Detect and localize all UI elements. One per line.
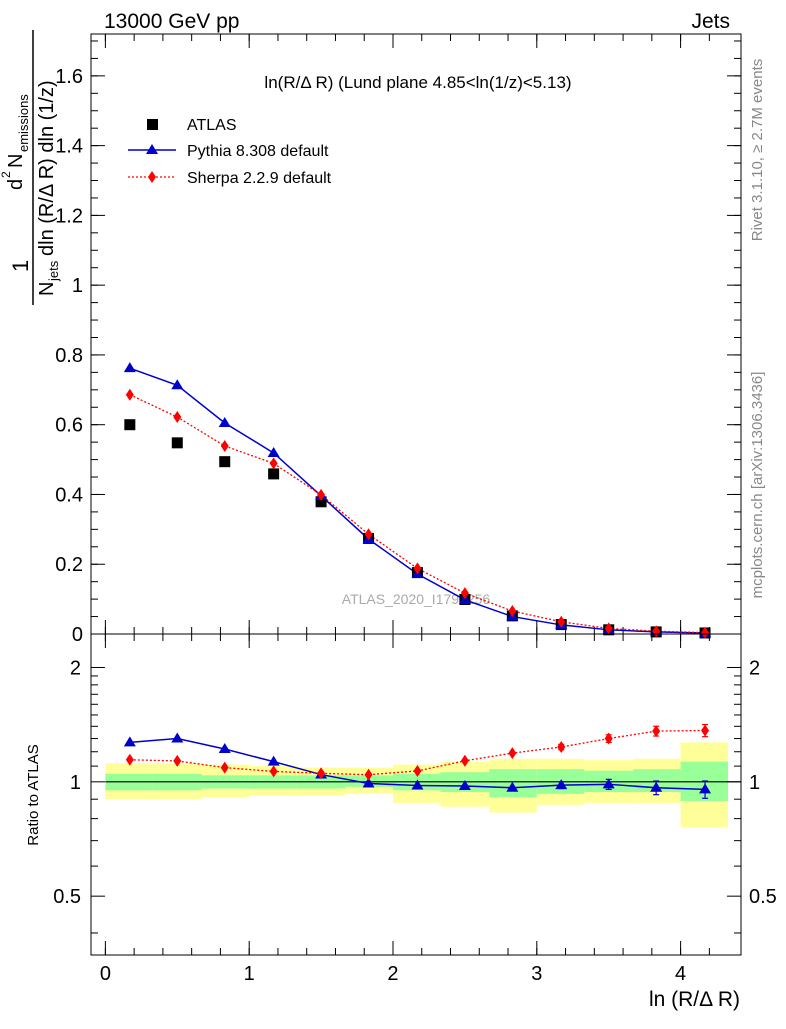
ylabel-d: d xyxy=(5,179,27,190)
ratio-y-tick-label: 2 xyxy=(70,657,81,679)
main-y-tick-label: 1 xyxy=(72,275,83,297)
ylabel-njets: N xyxy=(36,282,58,296)
data-point-atlas xyxy=(268,468,280,480)
data-point-pythia xyxy=(123,362,136,373)
data-point-sherpa xyxy=(364,528,373,541)
ratio-point-sherpa xyxy=(220,761,229,774)
ratio-point-sherpa xyxy=(173,754,182,767)
ratio-point-pythia xyxy=(218,743,231,754)
ylabel-two: 2 xyxy=(0,171,13,178)
ratio-point-sherpa xyxy=(125,753,134,766)
ylabel-n: N xyxy=(5,154,27,168)
data-point-sherpa xyxy=(125,388,134,401)
watermark: ATLAS_2020_I1790256 xyxy=(342,591,491,607)
legend-item-pythia: Pythia 8.308 default xyxy=(128,143,329,160)
ylabel-one: 1 xyxy=(8,260,33,272)
data-point-atlas xyxy=(315,496,327,508)
ratio-point-sherpa xyxy=(701,724,710,737)
ratio-point-pythia xyxy=(458,779,471,790)
data-point-pythia xyxy=(267,446,280,457)
ratio-point-sherpa xyxy=(460,754,469,767)
legend-marker-sherpa xyxy=(148,171,156,183)
data-point-sherpa xyxy=(269,457,278,470)
data-point-sherpa xyxy=(413,562,422,575)
legend-item-sherpa: Sherpa 2.2.9 default xyxy=(128,170,332,187)
ratio-point-sherpa xyxy=(508,747,517,760)
data-point-sherpa xyxy=(220,439,229,452)
ratio-point-sherpa xyxy=(413,764,422,777)
data-point-sherpa xyxy=(173,411,182,424)
ratio-y-tick-label-right: 2 xyxy=(749,657,760,679)
ratio-point-pythia xyxy=(699,783,712,794)
ratio-point-sherpa xyxy=(604,732,613,745)
ylabel-jets: jets xyxy=(46,260,61,282)
x-axis-label: ln (R/Δ R) xyxy=(649,988,740,1011)
main-y-tick-label: 1.6 xyxy=(55,66,83,88)
ratio-point-pythia xyxy=(171,732,184,743)
legend-item-atlas: ATLAS xyxy=(147,117,237,134)
x-tick-label: 3 xyxy=(531,963,542,985)
rivet-label: Rivet 3.1.10, ≥ 2.7M events xyxy=(749,59,766,242)
ratio-y-axis-label: Ratio to ATLAS xyxy=(25,744,42,845)
data-point-pythia xyxy=(171,379,184,390)
legend: ATLAS Pythia 8.308 default Sherpa 2.2.9 … xyxy=(128,117,332,187)
ratio-frame xyxy=(90,633,742,956)
ratio-y-tick-label: 1 xyxy=(70,772,81,794)
ratio-point-sherpa xyxy=(364,768,373,781)
ratio-point-pythia xyxy=(602,778,615,789)
ratio-point-pythia xyxy=(267,755,280,766)
data-point-atlas xyxy=(171,437,183,449)
ratio-point-pythia xyxy=(555,779,568,790)
data-point-sherpa xyxy=(460,587,469,600)
data-point-atlas xyxy=(124,419,136,431)
x-tick-label: 0 xyxy=(100,963,111,985)
main-y-tick-label: 1.2 xyxy=(55,205,83,227)
data-point-atlas xyxy=(219,456,231,468)
ratio-point-pythia xyxy=(123,736,136,747)
main-y-axis-label: 1 d 2 N emissions N jets dln (R/Δ R) dln… xyxy=(0,30,61,305)
ratio-point-sherpa xyxy=(269,765,278,778)
ratio-point-pythia xyxy=(506,781,519,792)
data-point-pythia xyxy=(218,416,231,427)
mcplots-label: mcplots.cern.ch [arXiv:1306.3436] xyxy=(749,372,766,599)
legend-marker-pythia xyxy=(146,144,158,154)
main-plot: 0 0.2 0.4 0.6 0.8 1 1.2 1.4 1.6 xyxy=(55,33,742,646)
x-tick-label: 4 xyxy=(675,963,686,985)
data-point-sherpa xyxy=(508,604,517,617)
main-y-tick-label: 0.2 xyxy=(55,554,83,576)
main-y-tick-label: 0.4 xyxy=(55,484,83,506)
data-point-sherpa xyxy=(557,615,566,628)
x-tick-label: 2 xyxy=(387,963,398,985)
ratio-y-tick-label: 0.5 xyxy=(53,886,81,908)
data-point-sherpa xyxy=(604,622,613,635)
ylabel-dln: dln (R/Δ R) dln (1/z) xyxy=(36,80,58,256)
ratio-y-tick-label-right: 1 xyxy=(749,772,760,794)
ratio-point-sherpa xyxy=(557,741,566,754)
ratio-plot: 0.5 0.5 1 1 2 2 0 1 2 3 4 xyxy=(53,633,777,985)
main-y-tick-label: 0 xyxy=(72,624,83,646)
legend-label-atlas: ATLAS xyxy=(187,117,237,134)
legend-label-sherpa: Sherpa 2.2.9 default xyxy=(187,170,332,187)
x-tick-label: 1 xyxy=(244,963,255,985)
data-point-sherpa xyxy=(317,488,326,501)
legend-marker-atlas xyxy=(147,119,158,130)
main-y-tick-label: 0.6 xyxy=(55,415,83,437)
ratio-point-sherpa xyxy=(317,767,326,780)
header-right: Jets xyxy=(691,10,730,33)
ratio-point-pythia xyxy=(362,777,375,788)
main-y-tick-label: 1.4 xyxy=(55,136,83,158)
header-left: 13000 GeV pp xyxy=(104,10,239,33)
ylabel-emissions: emissions xyxy=(16,94,31,152)
ratio-point-pythia xyxy=(650,781,663,792)
main-y-tick-label: 0.8 xyxy=(55,345,83,367)
ratio-point-pythia xyxy=(411,779,424,790)
main-chart-title: ln(R/Δ R) (Lund plane 4.85<ln(1/z)<5.13) xyxy=(264,73,571,92)
ratio-y-tick-label-right: 0.5 xyxy=(749,886,777,908)
data-point-sherpa xyxy=(701,626,710,639)
ratio-point-sherpa xyxy=(652,725,661,738)
legend-label-pythia: Pythia 8.308 default xyxy=(187,143,329,160)
